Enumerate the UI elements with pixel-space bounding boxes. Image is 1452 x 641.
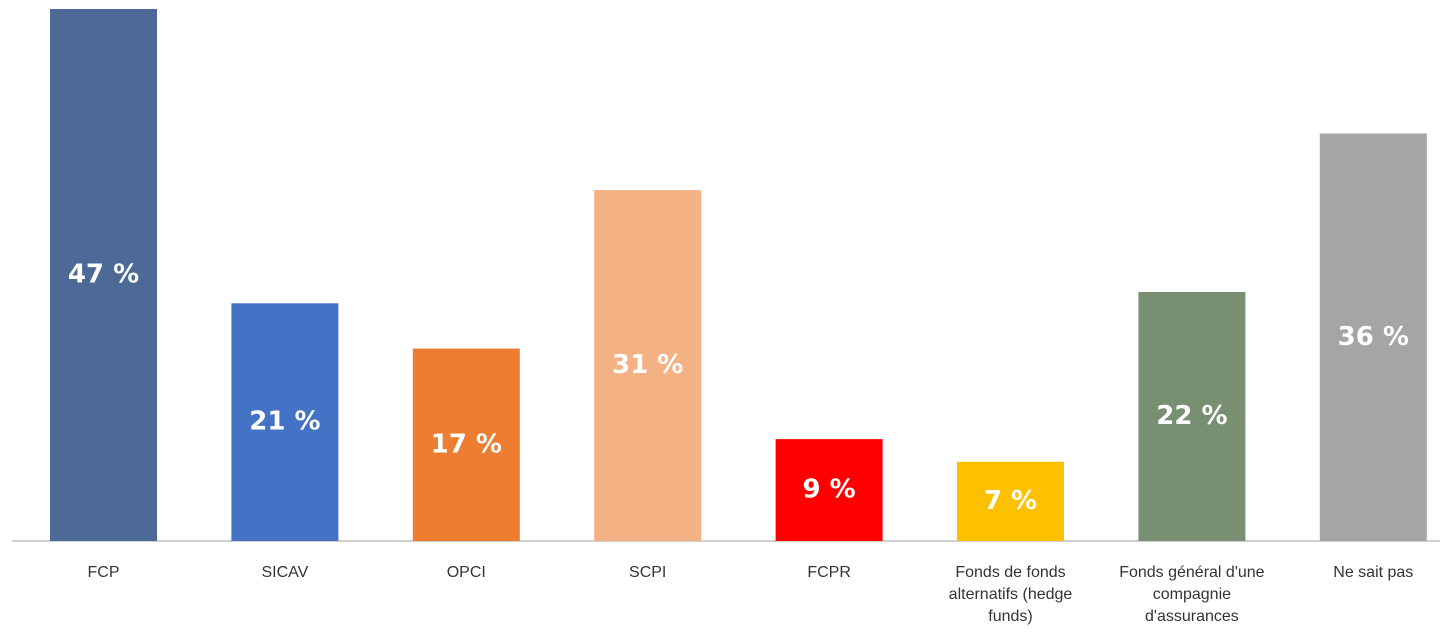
data-label: 9 % (802, 475, 855, 505)
bar (1138, 291, 1246, 541)
x-tick-label: Fonds général d'une compagnie d'assuranc… (1119, 564, 1265, 625)
bar (775, 439, 883, 541)
bar (594, 190, 702, 541)
data-label: 47 % (68, 260, 139, 290)
x-tick-label: Fonds de fonds alternatifs (hedge funds) (948, 564, 1073, 625)
data-label: 36 % (1338, 322, 1409, 352)
bar (412, 348, 520, 541)
data-label: 21 % (249, 407, 320, 437)
bar (957, 461, 1064, 541)
data-label: 7 % (984, 486, 1037, 516)
data-label: 31 % (612, 350, 683, 380)
x-tick-label: FCPR (807, 564, 851, 581)
data-label: 17 % (431, 429, 502, 459)
bar (1319, 133, 1427, 542)
x-tick-label: SICAV (261, 564, 309, 581)
bar (231, 303, 339, 541)
x-tick-label: FCP (87, 564, 120, 581)
x-tick-label: SCPI (629, 564, 667, 581)
data-label: 22 % (1156, 401, 1227, 431)
x-tick-label: Ne sait pas (1333, 564, 1414, 581)
bar (50, 9, 157, 541)
x-tick-label: OPCI (446, 564, 486, 581)
